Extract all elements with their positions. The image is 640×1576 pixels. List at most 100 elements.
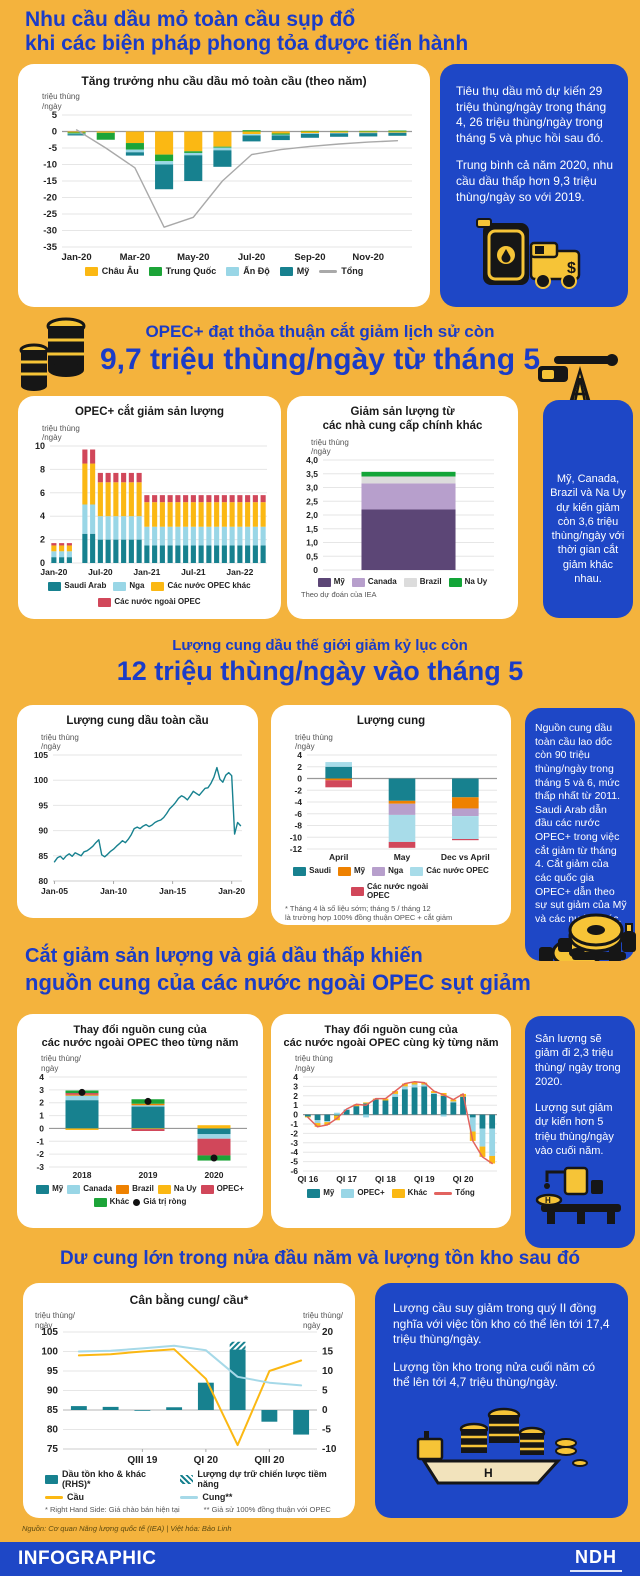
callout-text: Mỹ, Canada, Brazil và Na Uy dự kiến giảm…	[550, 473, 626, 586]
svg-text:Jan-21: Jan-21	[133, 567, 160, 577]
svg-text:80: 80	[47, 1424, 59, 1435]
svg-text:0,5: 0,5	[306, 551, 318, 561]
opec-cuts-plot: 10 8 6 4 2 0 Jan-20 Jul-20 Jan-21 Jul-21 Jan-22	[26, 441, 273, 578]
bar-swatch	[93, 1197, 107, 1207]
other-producers-card: Giảm sản lượng từ các nhà cung cấp chính…	[287, 396, 518, 619]
line-swatch	[180, 1495, 199, 1499]
svg-text:-10: -10	[290, 832, 303, 842]
legend-item: Canada	[67, 1183, 113, 1194]
svg-text:1: 1	[39, 1110, 44, 1120]
svg-text:8: 8	[40, 465, 45, 475]
svg-text:QI 19: QI 19	[414, 1174, 435, 1184]
bar-swatch	[157, 1184, 171, 1194]
section-opec-heading: OPEC+ đạt thỏa thuận cắt giảm lịch sử cò…	[0, 322, 640, 378]
legend-label: Ấn Độ	[243, 265, 270, 276]
legend-item: Châu Âu	[84, 266, 139, 277]
ndh-logo: NDH	[570, 1547, 622, 1572]
chart-title: Lượng cung	[356, 715, 426, 727]
infographic-label: INFOGRAPHIC	[18, 1548, 157, 1569]
legend-label: Cung**	[202, 1491, 233, 1502]
callout-text: Sản lượng sẽ giảm đi 2,3 triệu thùng/ ng…	[535, 1033, 621, 1088]
svg-text:-15: -15	[43, 176, 57, 187]
legend-label: Canada	[367, 577, 397, 587]
svg-text:May-20: May-20	[177, 252, 209, 263]
svg-text:-5: -5	[49, 143, 58, 154]
svg-text:0: 0	[293, 1109, 298, 1119]
oil-platform-illustration: H	[535, 1167, 621, 1225]
axis-units-row: triệu thùng/ ngày triệu thùng/ ngày	[31, 1309, 347, 1329]
bar-swatch	[98, 598, 112, 608]
legend-label: Các nước OPEC khác	[167, 581, 251, 591]
section-heading-big: 12 triệu thùng/ngày vào tháng 5	[116, 656, 524, 686]
svg-text:90: 90	[39, 826, 49, 836]
svg-text:2,5: 2,5	[306, 496, 318, 506]
section-supply-heading: Lượng cung dầu thế giới giảm kỷ lục còn …	[0, 637, 640, 687]
svg-text:-2: -2	[36, 1149, 44, 1159]
legend-item: OPEC+	[341, 1188, 385, 1198]
chart-title: Lượng cung dầu toàn cầu	[66, 715, 209, 727]
legend-item: Lượng dự trữ chiến lược tiềm năng	[180, 1468, 343, 1490]
svg-text:5: 5	[322, 1385, 328, 1396]
bar-swatch	[403, 577, 417, 587]
callout-text: Trung bình cả năm 2020, nhu cầu dầu thấp…	[456, 158, 613, 204]
chart-title: OPEC+ cắt giảm sản lượng	[74, 406, 225, 418]
nonopec-yearly-plot: 4 3 2 1 0 -1 -2 -3 2018 2019 2020	[25, 1072, 255, 1181]
axis-unit-label: triệu thùng /ngày	[311, 437, 349, 456]
consumption-callout: Tiêu thụ dầu mỏ dự kiến 29 triệu thùng/n…	[440, 64, 628, 307]
nonopec-quarterly-legend: Mỹ OPEC+ Khác Tổng	[279, 1187, 503, 1198]
svg-text:85: 85	[39, 851, 49, 861]
opec-cuts-card: OPEC+ cắt giảm sản lượng triệu thùng /ng…	[18, 396, 281, 619]
legend-item: Na Uy	[157, 1184, 197, 1194]
legend-item: Ấn Độ	[226, 265, 270, 277]
svg-text:-30: -30	[43, 225, 57, 236]
svg-text:-3: -3	[36, 1162, 44, 1172]
legend-label: Saudi Arab	[64, 581, 107, 591]
svg-text:$: $	[567, 260, 576, 277]
svg-text:-1: -1	[36, 1136, 44, 1146]
demand-growth-legend: Châu Âu Trung Quốc Ấn Độ Mỹ Tổng	[26, 265, 422, 277]
bar-swatch	[372, 867, 386, 877]
bar-swatch	[341, 1188, 355, 1198]
legend-item: Canada	[351, 577, 397, 587]
legend-item: Saudi Arab	[48, 581, 107, 592]
legend-label: Mỹ	[333, 577, 345, 587]
bar-swatch	[200, 1184, 214, 1194]
svg-text:5: 5	[52, 111, 58, 121]
legend-label: Tổng	[341, 265, 364, 276]
legend-label: Mỹ	[52, 1183, 64, 1193]
svg-text:2: 2	[39, 1097, 44, 1107]
svg-text:-5: -5	[290, 1156, 298, 1166]
svg-text:20: 20	[322, 1328, 334, 1338]
svg-text:2019: 2019	[139, 1170, 158, 1180]
bar-swatch	[113, 582, 127, 592]
svg-text:-1: -1	[290, 1119, 298, 1129]
bar-swatch	[351, 577, 365, 587]
legend-item: Tổng	[319, 265, 364, 277]
svg-text:6: 6	[40, 488, 45, 498]
legend-item: Cầu	[45, 1492, 84, 1503]
tanker-barrels-illustration: H	[416, 1407, 588, 1485]
bar-swatch	[410, 867, 424, 877]
legend-item: Các nước ngoài OPEC	[98, 597, 201, 608]
svg-text:Jan-20: Jan-20	[218, 886, 245, 896]
bar-swatch	[337, 867, 351, 877]
balance-card: Cân bằng cung/ cầu* triệu thùng/ ngày tr…	[23, 1283, 355, 1518]
supply-change-legend: Saudi Mỹ Nga Các nước OPEC Các nước ngoài OP…	[279, 866, 503, 901]
bar-swatch	[293, 867, 307, 877]
section-heading-line2: nguồn cung của các nước ngoài OPEC sụt g…	[25, 970, 531, 995]
legend-item: Brazil	[116, 1184, 154, 1194]
legend-label: Lượng dự trữ chiến lược tiềm năng	[197, 1468, 327, 1489]
svg-text:90: 90	[47, 1385, 59, 1396]
svg-text:0: 0	[322, 1405, 328, 1416]
svg-text:0: 0	[297, 774, 302, 784]
legend-label: Canada	[83, 1183, 113, 1193]
bar-swatch	[116, 1184, 130, 1194]
legend-item: Nga	[113, 581, 144, 592]
svg-text:-2: -2	[294, 785, 302, 795]
legend-label: Tổng	[455, 1187, 475, 1197]
demand-chart-card: Tăng trưởng nhu cầu dầu mỏ toàn cầu (the…	[18, 64, 430, 307]
svg-text:4,0: 4,0	[306, 456, 318, 465]
svg-text:Jan-20: Jan-20	[40, 567, 67, 577]
supply-change-plot: 4 2 0 -2 -4 -6 -8 -10 -12 April May Dec vs April	[279, 750, 503, 863]
